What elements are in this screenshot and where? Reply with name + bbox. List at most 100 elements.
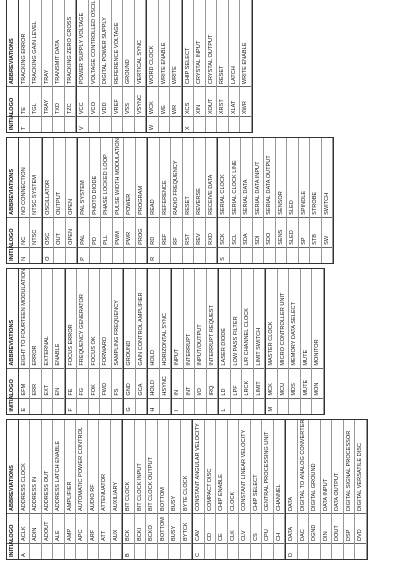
table-row: L LD LASER DIODE — [218, 268, 231, 414]
abbreviation: LOW PASS FILTER — [232, 316, 239, 366]
abbreviation: REFERENCE VOLTAGE — [113, 22, 120, 85]
abbreviation: LASER DIODE — [221, 327, 227, 366]
empty-cell — [297, 543, 308, 559]
empty-cell — [158, 116, 169, 133]
logo: ADIN — [30, 513, 41, 543]
empty-cell — [87, 543, 98, 559]
abbreviation: CRYSTAL OUTPUT — [207, 34, 214, 85]
logo: RXD — [205, 216, 216, 247]
abbreviation: VERTICAL SYNC — [136, 40, 143, 85]
logo: SP — [298, 216, 309, 247]
abbreviation: ADDRESS OUT — [43, 470, 50, 511]
logo: ALE — [53, 513, 64, 543]
empty-cell — [64, 543, 75, 559]
initial-letter: P — [78, 246, 89, 263]
table-column: INITIAL LOGO ABBREVIATIONS N NC NO CONNECTION… — [6, 137, 334, 264]
logo: XLAT — [228, 86, 239, 117]
logo: APC — [76, 513, 87, 543]
logo: XWR — [240, 86, 251, 117]
abbreviation: SERIAL CLOCK LINE — [231, 160, 238, 215]
logo: PLL — [101, 216, 112, 247]
initial-letter: T — [18, 116, 29, 133]
logo: SENS — [275, 216, 286, 247]
table-row: M MCK MASTER CLOCK — [265, 268, 278, 414]
empty-cell — [277, 397, 288, 414]
empty-cell — [64, 116, 75, 133]
abbreviation: READ — [150, 199, 156, 215]
logo: CLK — [227, 513, 238, 543]
logo: MUTE — [300, 367, 311, 398]
logo: VCC — [77, 86, 88, 117]
abbreviation: SENSOR — [277, 191, 284, 215]
abbreviation: WORD CLOCK — [149, 45, 155, 85]
logo: DOUT — [332, 513, 343, 543]
table-column: INITIAL LOGO ABBREVIATIONS A ACLK ADDRESS CLO… — [6, 418, 368, 560]
logo: SCK — [218, 216, 229, 247]
header-cell: LOGO — [7, 86, 18, 117]
empty-cell — [320, 543, 331, 559]
empty-cell — [30, 397, 41, 414]
table-row: SDA SERIAL DATA — [241, 138, 253, 263]
abbreviation: AUTOMATIC POWER CONTROL — [78, 426, 84, 511]
table-row: RF RADIO FREQUENCY — [171, 138, 183, 263]
empty-cell — [76, 543, 87, 559]
abbreviation: NTSC SYSTEM — [32, 175, 38, 215]
abbreviation: EXTERNAL — [43, 336, 50, 366]
logo: HOLD — [148, 367, 159, 398]
abbreviation: ADDRESS IN — [32, 476, 38, 511]
empty-cell — [101, 246, 112, 263]
empty-cell — [99, 543, 110, 559]
empty-cell — [230, 397, 241, 414]
header-cell: LOGO — [7, 367, 18, 398]
logo: ADOUT — [41, 513, 52, 543]
empty-cell — [217, 116, 228, 133]
abbreviation: WRITE ENABLE — [242, 42, 248, 85]
abbreviation: CONSTANT LINEAR VELOCITY — [241, 429, 247, 511]
table-row: STB STROBE — [310, 138, 322, 263]
table-row: CPU CENTRAL PROCESSING UNIT — [262, 419, 274, 559]
logo: XCS — [182, 86, 193, 117]
initial-letter: M — [266, 397, 277, 414]
table-row: REV REVERSE — [194, 138, 206, 263]
abbreviation: AUDIO RF — [89, 484, 96, 511]
table-row: R RD READ — [147, 138, 160, 263]
empty-cell — [41, 116, 52, 133]
abbreviation: CHIP ENABLE — [218, 474, 224, 511]
empty-cell — [77, 397, 88, 414]
logo: WR — [170, 86, 181, 117]
abbreviation: SERIAL DATA OUTPUT — [266, 155, 272, 215]
logo: RD — [148, 216, 159, 247]
empty-cell — [355, 543, 366, 559]
logo: PD — [89, 216, 100, 247]
initial-letter: B — [123, 543, 134, 559]
logo: SDA — [241, 216, 252, 247]
abbreviation: LIMIT SWITCH — [255, 327, 262, 366]
logo: VREF — [111, 86, 122, 117]
logo: VDD — [100, 86, 111, 117]
initial-letter: D — [286, 543, 297, 559]
abbreviation: SWITCH — [323, 192, 330, 215]
empty-cell — [157, 543, 168, 559]
table-column: INITIAL LOGO ABBREVIATIONS T TE TRACKING ERRO… — [6, 0, 253, 134]
abbreviation: PULSE WIDTH MODULATION — [114, 138, 121, 215]
logo: STB — [310, 216, 321, 247]
empty-cell — [252, 246, 263, 263]
logo: INT — [183, 367, 194, 398]
abbreviation: DATA INPUT — [322, 478, 329, 511]
table-row: PROG PROGRAM — [135, 138, 147, 263]
table-row: P PAL PAL SYSTEM — [77, 138, 90, 263]
header-cell: ABBREVIATIONS — [9, 38, 15, 85]
table-row: CLV CONSTANT LINEAR VELOCITY — [239, 419, 251, 559]
abbreviation: DIGITAL TO ANALOG CONVERTER — [299, 419, 306, 511]
table-row: DSP DIGITAL SIGNAL PROCESSOR — [343, 419, 355, 559]
header-cell: LOGO — [7, 216, 18, 247]
table-row: XOUT CRYSTAL OUTPUT — [205, 0, 217, 133]
logo: DVD — [355, 513, 366, 543]
header-cell: LOGO — [7, 513, 18, 543]
initial-letter: R — [148, 246, 159, 263]
abbreviation: BOTTOM — [159, 487, 166, 511]
empty-cell — [253, 397, 264, 414]
empty-cell — [332, 543, 343, 559]
table-row: APC AUTOMATIC POWER CONTROL — [76, 419, 88, 559]
empty-cell — [183, 397, 194, 414]
